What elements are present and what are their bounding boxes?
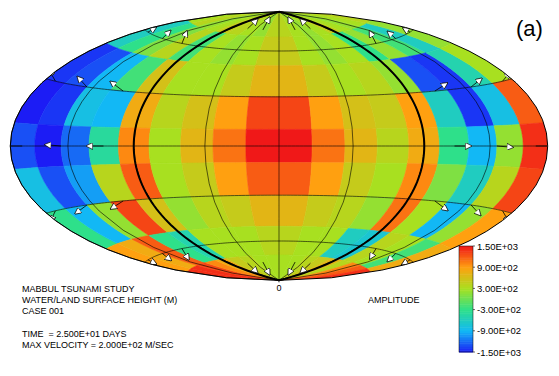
- colorbar-tick: [473, 267, 475, 268]
- heat-cell: [309, 163, 345, 196]
- velocity-arrow: [86, 146, 103, 147]
- velocity-arrow: [288, 262, 295, 275]
- velocity-arrow: [300, 19, 310, 29]
- colorbar-tick: [473, 352, 475, 353]
- heat-cell: [214, 96, 250, 129]
- colorbar-tick-label: 1.50E+03: [477, 241, 518, 252]
- title: MABBUL TSUNAMI STUDY: [22, 284, 135, 294]
- velocity-arrow: [45, 145, 61, 146]
- graticule-line: [145, 30, 414, 51]
- velocity-arrow: [497, 146, 513, 147]
- velocity-arrow: [248, 263, 258, 273]
- graticule-line: [46, 79, 511, 97]
- colorbar-frame: [459, 246, 473, 352]
- heat-cell: [279, 163, 312, 196]
- heat-cell: [239, 12, 279, 37]
- velocity-arrow: [182, 31, 187, 44]
- velocity-arrow: [77, 76, 87, 87]
- velocity-arrow: [4, 146, 22, 147]
- velocity-arrow: [263, 262, 270, 275]
- graticule-line: [46, 195, 511, 213]
- colorbar-tick-label: -9.00E+02: [477, 325, 521, 336]
- velocity-arrow: [300, 263, 310, 273]
- colorbar-tick-label: 3.00E+02: [477, 283, 518, 294]
- colorbar-tick: [473, 246, 475, 247]
- heat-cell: [246, 97, 279, 130]
- velocity-arrow: [471, 205, 481, 216]
- colorbar: [459, 246, 475, 353]
- velocity-vectors: [4, 17, 553, 275]
- colorbar-tick: [473, 309, 475, 310]
- graticule-line: [10, 146, 547, 147]
- heat-cell: [367, 20, 452, 49]
- annotation: CASE 001: [22, 306, 64, 316]
- velocity-arrow: [435, 201, 448, 211]
- annotation: TIME = 2.500E+01 DAYS: [22, 329, 126, 339]
- map-figure: 0 MABBUL TSUNAMI STUDYWATER/LAND SURFACE …: [0, 0, 559, 376]
- velocity-arrow: [263, 17, 270, 30]
- velocity-arrow: [387, 254, 395, 262]
- map-outline: [10, 12, 547, 281]
- velocity-arrow: [471, 78, 482, 87]
- velocity-arrow: [248, 19, 258, 29]
- velocity-arrow: [536, 146, 553, 147]
- annotation: (a): [516, 16, 543, 41]
- colorbar-swatch: [459, 246, 473, 248]
- heat-cell: [246, 163, 279, 196]
- velocity-arrow: [182, 249, 189, 260]
- graticule-line: [145, 241, 414, 262]
- colorbar-tick-label: -1.50E+03: [477, 347, 521, 358]
- heat-cell: [440, 43, 511, 83]
- heat-cell: [367, 244, 452, 273]
- x-tick: [279, 280, 280, 282]
- heat-cell: [249, 195, 279, 226]
- velocity-arrow: [75, 205, 87, 214]
- colorbar-label: AMPLITUDE: [368, 295, 420, 305]
- hemisphere-circle: [134, 12, 425, 280]
- colorbar-tick-label: 9.00E+02: [477, 262, 518, 273]
- graticule: [10, 12, 547, 281]
- annotation: MAX VELOCITY = 2.000E+02 M/SEC: [22, 340, 174, 350]
- heatmap-cells: [10, 12, 547, 281]
- velocity-arrow: [288, 17, 295, 30]
- velocity-arrow: [162, 30, 170, 38]
- velocity-arrow: [454, 146, 471, 147]
- heat-cell: [309, 96, 345, 129]
- velocity-arrow: [435, 83, 448, 91]
- velocity-arrow: [110, 201, 123, 209]
- heat-cell: [239, 256, 279, 281]
- velocity-arrow: [162, 254, 171, 261]
- colorbar-tick: [473, 330, 475, 331]
- x-tick-label: 0: [276, 283, 281, 293]
- velocity-arrow: [370, 249, 376, 259]
- subtitle: WATER/LAND SURFACE HEIGHT (M): [22, 295, 177, 305]
- heat-cell: [279, 97, 312, 130]
- heat-cell: [214, 163, 250, 196]
- colorbar-tick-label: -3.00E+02: [477, 304, 521, 315]
- heat-cell: [249, 65, 279, 96]
- velocity-arrow: [370, 31, 376, 43]
- velocity-arrow: [387, 31, 395, 38]
- colorbar-tick: [473, 288, 475, 289]
- velocity-arrow: [110, 81, 123, 91]
